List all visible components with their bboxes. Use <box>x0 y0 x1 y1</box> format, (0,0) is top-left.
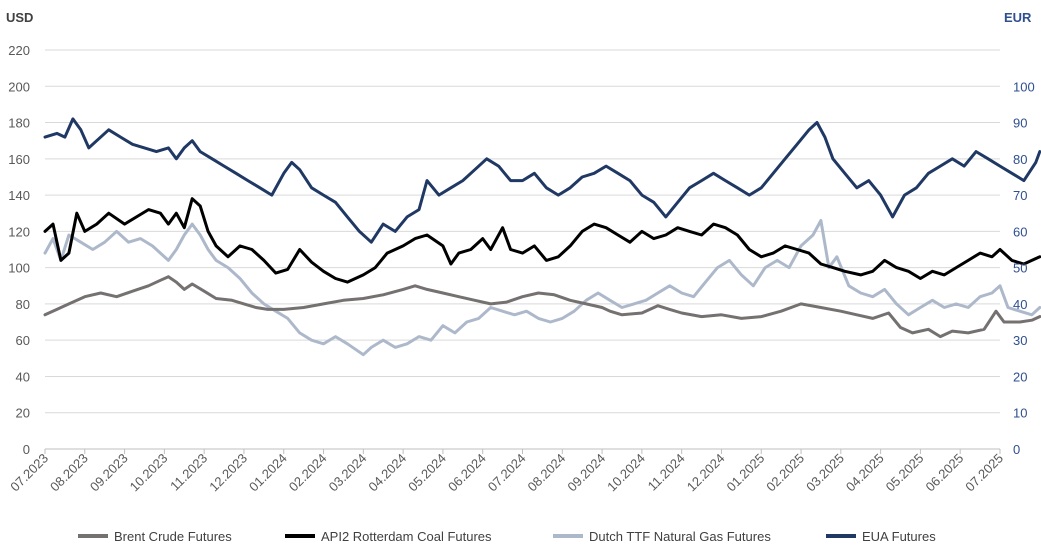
x-tick-label: 01.2025 <box>724 451 768 495</box>
left-tick-label: 0 <box>23 442 30 457</box>
series-line-ttf <box>43 219 1041 357</box>
right-tick-label: 70 <box>1013 188 1027 203</box>
x-tick-label: 09.2024 <box>564 451 608 495</box>
x-tick-label: 06.2024 <box>445 451 489 495</box>
right-axis-title: EUR <box>1004 10 1032 25</box>
legend-label-eua: EUA Futures <box>862 529 936 544</box>
x-tick-label: 05.2025 <box>883 451 927 495</box>
right-tick-label: 30 <box>1013 333 1027 348</box>
left-tick-label: 220 <box>8 43 30 58</box>
grid <box>45 49 1000 450</box>
left-tick-label: 200 <box>8 79 30 94</box>
right-tick-label: 100 <box>1013 79 1035 94</box>
left-tick-label: 180 <box>8 116 30 131</box>
x-tick-label: 02.2024 <box>286 451 330 495</box>
series-line-eua <box>43 117 1041 244</box>
x-tick-label: 11.2024 <box>645 451 688 494</box>
left-tick-label: 20 <box>16 406 30 421</box>
right-tick-label: 20 <box>1013 369 1027 384</box>
left-tick-label: 100 <box>8 261 30 276</box>
x-tick-label: 08.2024 <box>525 451 569 495</box>
right-tick-label: 40 <box>1013 297 1027 312</box>
x-tick-label: 10.2024 <box>604 451 648 495</box>
left-tick-label: 140 <box>8 188 30 203</box>
x-tick-label: 12.2023 <box>206 451 250 495</box>
x-tick-label: 08.2023 <box>47 451 91 495</box>
left-axis: USD 0 20 40 60 80 100 120 140 160 180 200 220 <box>6 10 33 457</box>
x-tick-label: 07.2023 <box>7 451 51 495</box>
x-tick-label: 12.2024 <box>684 451 728 495</box>
left-tick-label: 80 <box>16 297 30 312</box>
x-tick-label: 03.2025 <box>803 451 847 495</box>
x-axis: 07.202308.202309.202310.202311.202312.20… <box>7 448 1006 495</box>
series-line-coal <box>43 197 1041 284</box>
x-tick-label: 04.2025 <box>843 451 887 495</box>
x-tick-label: 05.2024 <box>405 451 449 495</box>
x-tick-label: 04.2024 <box>365 451 409 495</box>
x-tick-label: 07.2024 <box>485 451 529 495</box>
right-tick-label: 90 <box>1013 116 1027 131</box>
legend-label-coal: API2 Rotterdam Coal Futures <box>321 529 492 544</box>
x-tick-label: 06.2025 <box>922 451 966 495</box>
right-tick-label: 80 <box>1013 152 1027 167</box>
right-axis: EUR 0 10 20 30 40 50 60 70 80 90 100 <box>1004 10 1035 457</box>
left-tick-label: 160 <box>8 152 30 167</box>
x-tick-label: 09.2023 <box>87 451 131 495</box>
legend: Brent Crude Futures API2 Rotterdam Coal F… <box>78 529 936 544</box>
right-tick-label: 10 <box>1013 406 1027 421</box>
right-tick-label: 60 <box>1013 224 1027 239</box>
left-tick-label: 60 <box>16 333 30 348</box>
x-tick-label: 11.2023 <box>167 451 210 494</box>
right-tick-label: 50 <box>1013 261 1027 276</box>
left-tick-label: 40 <box>16 369 30 384</box>
x-tick-label: 02.2025 <box>763 451 807 495</box>
right-tick-label: 0 <box>1013 442 1020 457</box>
legend-label-ttf: Dutch TTF Natural Gas Futures <box>589 529 771 544</box>
x-tick-label: 07.2025 <box>962 451 1006 495</box>
x-tick-label: 01.2024 <box>246 451 290 495</box>
series-line-brent <box>43 275 1041 339</box>
x-tick-label: 10.2023 <box>127 451 171 495</box>
series-layer <box>43 117 1041 357</box>
left-axis-title: USD <box>6 10 33 25</box>
left-tick-label: 120 <box>8 224 30 239</box>
legend-label-brent: Brent Crude Futures <box>114 529 232 544</box>
x-tick-label: 03.2024 <box>326 451 370 495</box>
